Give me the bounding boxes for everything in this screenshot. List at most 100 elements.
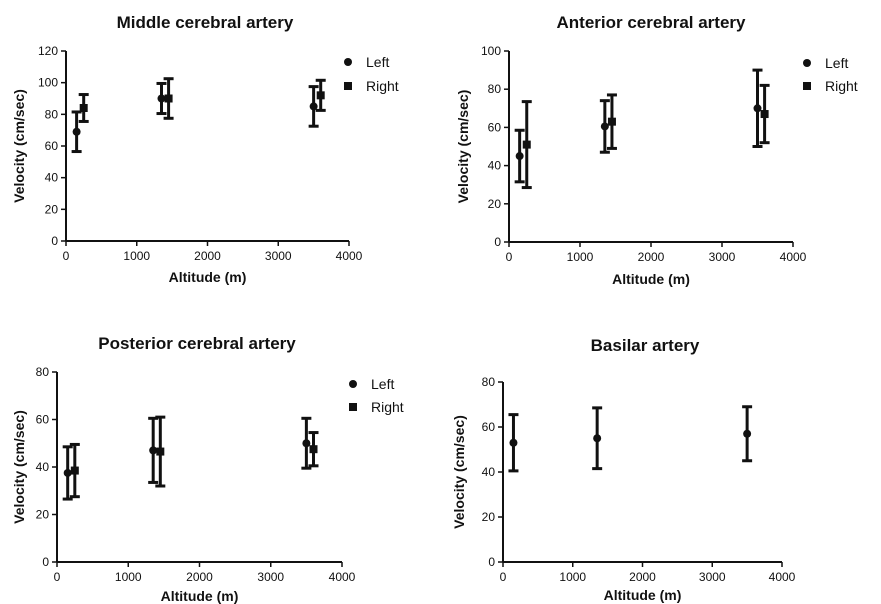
series-1 (508, 405, 753, 473)
y-axis-label: Velocity (cm/sec) (455, 90, 471, 204)
legend: Left Right (344, 54, 399, 94)
y-tick-label: 80 (45, 107, 59, 121)
x-tick-label: 4000 (329, 570, 356, 584)
legend: Left Right (349, 376, 404, 415)
x-tick-label: 1000 (115, 570, 142, 584)
y-tick-label: 80 (482, 375, 496, 389)
data-point-square (164, 94, 173, 103)
x-tick-label: 1000 (567, 250, 594, 264)
x-tick-label: 4000 (769, 570, 796, 584)
data-point-circle (515, 152, 524, 161)
y-axis-label: Velocity (cm/sec) (11, 410, 27, 524)
data-point-circle (63, 468, 72, 477)
y-tick-label: 120 (38, 44, 58, 58)
legend-marker-square (803, 82, 811, 90)
legend-label: Left (371, 376, 394, 392)
y-tick-label: 100 (481, 44, 501, 58)
chart-panel-1: Middle cerebral artery 0 20 40 60 80 100 120 0 10… (11, 13, 399, 285)
data-point-circle (302, 439, 311, 448)
y-tick-label: 60 (36, 413, 50, 427)
y-tick-label: 80 (36, 365, 50, 379)
y-axis-label: Velocity (cm/sec) (451, 415, 467, 529)
x-tick-label: 0 (63, 249, 70, 263)
y-tick-label: 0 (494, 235, 501, 249)
data-point-square (760, 110, 769, 119)
x-tick-label: 2000 (194, 249, 221, 263)
data-point-circle (157, 94, 166, 103)
series-2 (78, 77, 326, 123)
data-point-circle (309, 102, 318, 111)
legend-label: Left (366, 54, 389, 70)
x-tick-label: 1000 (123, 249, 150, 263)
x-tick-label: 0 (54, 570, 61, 584)
series-2 (69, 415, 319, 499)
x-tick-label: 0 (500, 570, 507, 584)
y-tick-label: 20 (488, 197, 502, 211)
series-1 (62, 416, 312, 501)
y-tick-label: 40 (45, 171, 59, 185)
legend-label: Left (825, 55, 848, 71)
data-point-square (309, 445, 318, 454)
legend-label: Right (825, 78, 858, 94)
legend-label: Right (366, 78, 399, 94)
data-point-circle (593, 434, 602, 443)
x-tick-label: 2000 (186, 570, 213, 584)
y-tick-label: 0 (51, 234, 58, 248)
x-tick-label: 2000 (638, 250, 665, 264)
chart-panel-4: Basilar artery 0 20 40 60 80 0 1000 2000 3000 4000… (451, 336, 796, 603)
data-point-square (156, 447, 165, 456)
x-tick-label: 0 (506, 250, 513, 264)
data-point-circle (72, 127, 81, 136)
series-1 (514, 68, 763, 184)
series-2 (521, 93, 617, 190)
x-axis-label: Altitude (m) (604, 587, 682, 603)
y-tick-label: 60 (482, 420, 496, 434)
data-point-square (607, 117, 616, 126)
data-point-square (522, 140, 531, 149)
y-tick-label: 20 (45, 202, 59, 216)
legend: Left Right (803, 55, 858, 94)
y-tick-label: 0 (42, 555, 49, 569)
y-tick-label: 40 (488, 159, 502, 173)
y-axis-label: Velocity (cm/sec) (11, 89, 27, 203)
x-axis-label: Altitude (m) (169, 269, 247, 285)
x-tick-label: 4000 (336, 249, 363, 263)
chart-title: Posterior cerebral artery (98, 334, 296, 353)
data-point-square (316, 91, 325, 100)
data-point-square (79, 104, 88, 112)
x-axis-label: Altitude (m) (612, 271, 690, 287)
data-point-circle (753, 104, 762, 113)
y-tick-label: 100 (38, 76, 58, 90)
chart-panel-3: Posterior cerebral artery 0 20 40 60 80 0 1000 2… (11, 334, 404, 604)
y-tick-label: 80 (488, 82, 502, 96)
x-tick-label: 4000 (780, 250, 807, 264)
x-tick-label: 3000 (257, 570, 284, 584)
legend-marker-circle (344, 58, 352, 66)
data-point-circle (600, 122, 609, 131)
data-point-square (70, 466, 79, 475)
chart-title: Basilar artery (591, 336, 700, 355)
x-tick-label: 3000 (699, 570, 726, 584)
x-tick-label: 3000 (265, 249, 292, 263)
legend-marker-circle (349, 380, 357, 388)
y-tick-label: 40 (482, 465, 496, 479)
legend-marker-circle (803, 59, 811, 67)
x-tick-label: 3000 (709, 250, 736, 264)
series-1 (71, 81, 319, 154)
data-point-circle (509, 438, 518, 447)
legend-marker-square (349, 403, 357, 411)
y-tick-label: 0 (488, 555, 495, 569)
chart-title: Middle cerebral artery (117, 13, 294, 32)
data-point-circle (743, 429, 752, 438)
x-tick-label: 2000 (629, 570, 656, 584)
legend-label: Right (371, 399, 404, 415)
x-axis-label: Altitude (m) (161, 588, 239, 604)
y-tick-label: 60 (488, 120, 502, 134)
y-tick-label: 20 (482, 510, 496, 524)
x-tick-label: 1000 (559, 570, 586, 584)
y-tick-label: 40 (36, 460, 50, 474)
data-point-circle (149, 446, 158, 455)
legend-marker-square (344, 82, 352, 90)
